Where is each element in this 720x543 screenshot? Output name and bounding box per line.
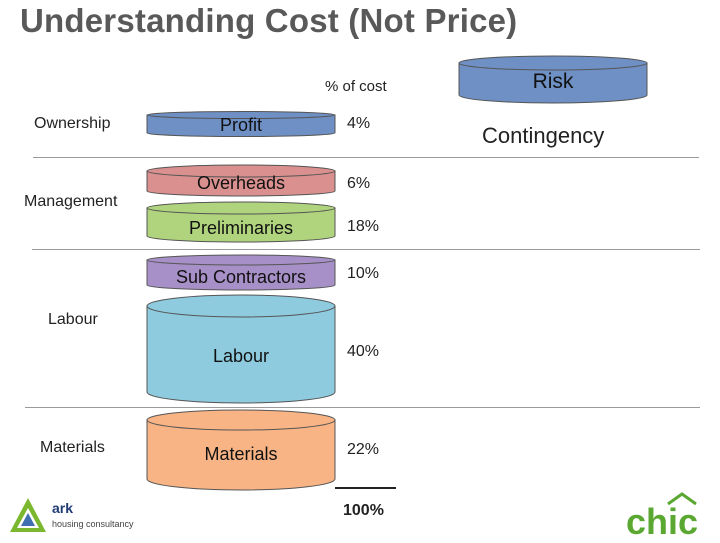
chic-logo-text: chic (626, 501, 698, 538)
cylinder-materials: Materials (146, 409, 336, 491)
category-management: Management (24, 193, 118, 210)
cylinder-label-risk: Risk (532, 70, 574, 93)
cylinder-sub-contractors-shape (146, 254, 336, 291)
chic-logo-mark-icon: chic (626, 492, 698, 542)
cylinder-materials-shape (146, 409, 336, 491)
percent-overheads: 6% (347, 175, 371, 192)
cylinder-label-profit: Profit (219, 115, 262, 135)
cylinder-profit-shape (146, 111, 336, 137)
ark-logo-name: ark (52, 500, 74, 516)
percent-of-cost-header: % of cost (325, 78, 387, 95)
percent-labour: 40% (347, 343, 380, 360)
percent-materials: 22% (347, 441, 380, 458)
chic-logo: chic (624, 492, 716, 542)
total-percent: 100% (343, 502, 384, 519)
divider-ownership-management (33, 157, 699, 158)
cylinder-sub-contractors: Sub Contractors (146, 254, 336, 292)
category-ownership: Ownership (34, 115, 111, 132)
cylinder-risk: Risk (458, 55, 648, 105)
ark-logo: ark housing consultancy (8, 494, 138, 538)
total-rule (335, 487, 396, 489)
cylinder-label-labour: Labour (212, 346, 270, 366)
divider-management-labour (32, 249, 700, 250)
contingency-label: Contingency (482, 123, 605, 148)
cylinder-overheads-shape (146, 164, 336, 197)
percent-profit: 4% (347, 115, 371, 132)
cylinder-profit: Profit (146, 111, 336, 137)
slide-title: Understanding Cost (Not Price) (20, 2, 518, 39)
cylinder-preliminaries: Preliminaries (146, 200, 336, 244)
percent-sub-contractors: 10% (347, 265, 380, 282)
cylinder-label-preliminaries: Preliminaries (188, 218, 294, 238)
cylinder-label-overheads: Overheads (196, 173, 286, 193)
percent-preliminaries: 18% (347, 218, 380, 235)
category-materials: Materials (40, 439, 105, 456)
cylinder-overheads: Overheads (146, 163, 336, 197)
cylinder-risk-shape (458, 55, 648, 104)
cylinder-label-sub-contractors: Sub Contractors (175, 267, 307, 287)
cylinder-labour: Labour (146, 294, 336, 404)
ark-logo-mark-icon (10, 498, 46, 532)
divider-labour-materials (25, 407, 700, 408)
category-labour: Labour (48, 311, 98, 328)
cylinder-labour-shape (146, 294, 336, 404)
ark-logo-tagline: housing consultancy (52, 519, 134, 529)
cylinder-label-materials: Materials (204, 444, 278, 464)
cylinder-preliminaries-shape (146, 201, 336, 243)
